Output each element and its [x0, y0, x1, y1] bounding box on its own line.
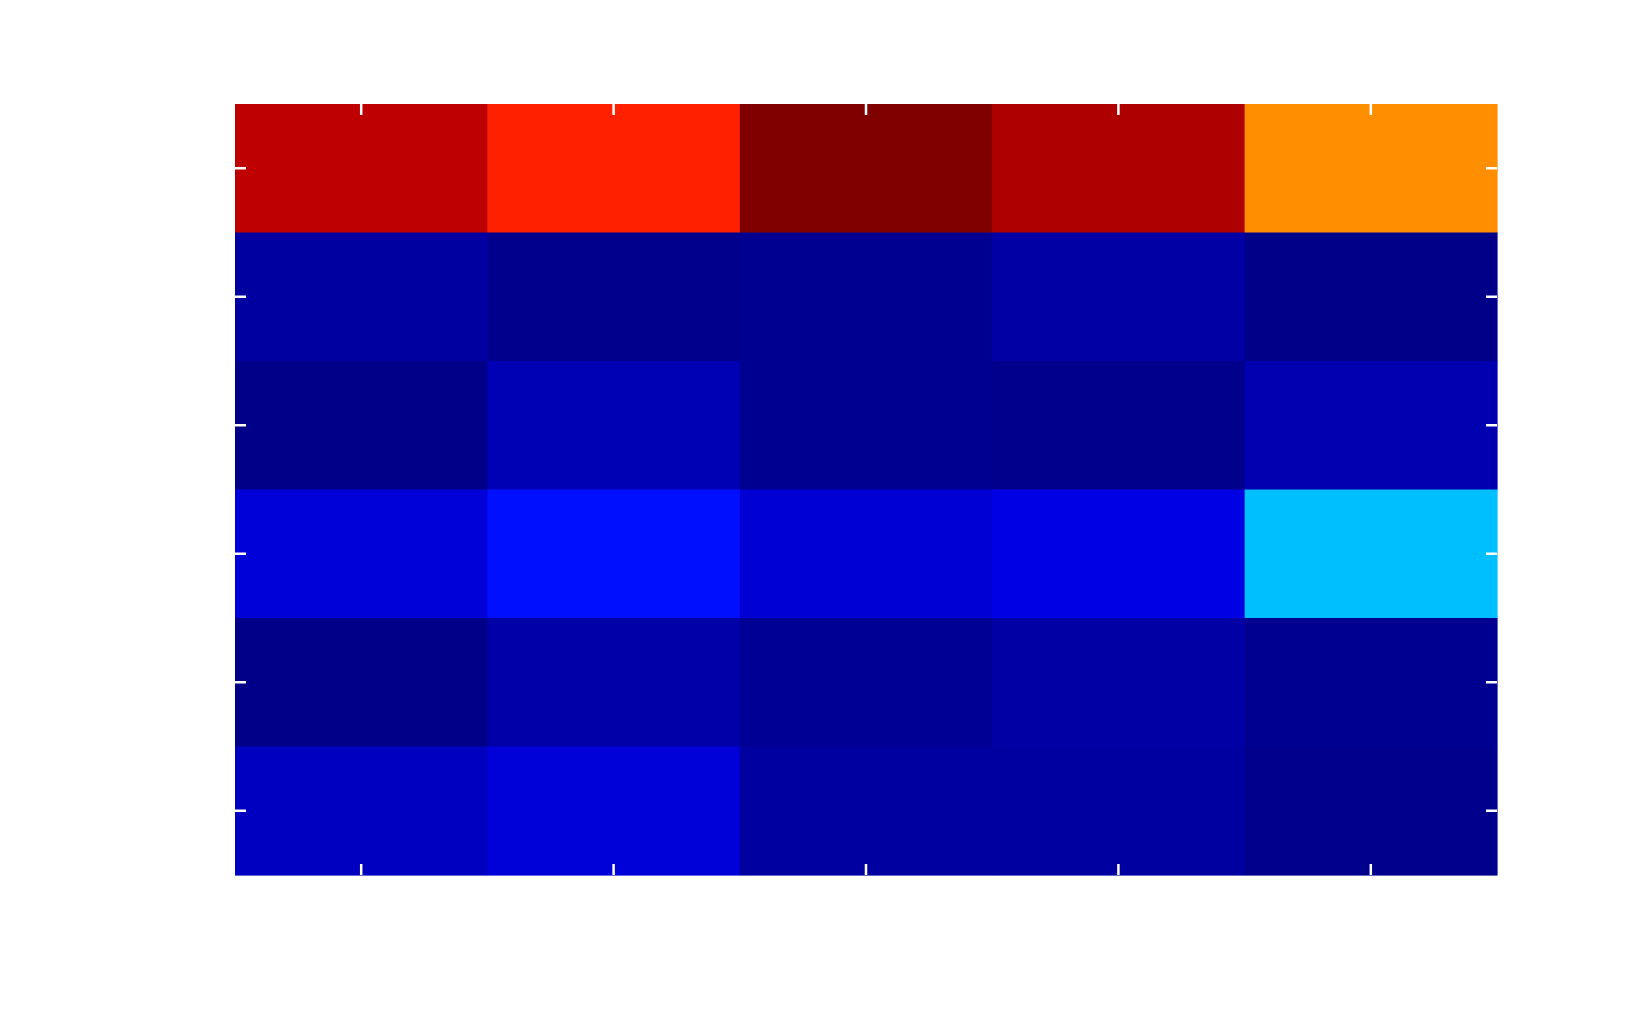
heatmap-cell-r0-c3: [992, 104, 1246, 234]
heatmap-cell-r1-c1: [487, 232, 741, 362]
heatmap-cell-r2-c2: [739, 361, 993, 491]
heatmap-cells: [235, 104, 1498, 876]
heatmap-cell-r0-c4: [1244, 104, 1498, 234]
heatmap-cell-r2-c3: [992, 361, 1246, 491]
heatmap-cell-r4-c0: [235, 618, 488, 748]
heatmap-cell-r1-c4: [1244, 232, 1498, 362]
heatmap-cell-r4-c2: [739, 618, 993, 748]
heatmap-cell-r1-c2: [739, 232, 993, 362]
heatmap-cell-r0-c2: [739, 104, 993, 234]
heatmap-cell-r5-c3: [992, 746, 1246, 876]
heatmap-cell-r4-c3: [992, 618, 1246, 748]
heatmap-cell-r2-c1: [487, 361, 741, 491]
heatmap-cell-r3-c1: [487, 489, 741, 619]
heatmap-cell-r3-c0: [235, 489, 488, 619]
heatmap-cell-r1-c0: [235, 232, 488, 362]
heatmap-cell-r5-c1: [487, 746, 741, 876]
heatmap-cell-r2-c4: [1244, 361, 1498, 491]
heatmap-cell-r5-c2: [739, 746, 993, 876]
heatmap-cell-r3-c3: [992, 489, 1246, 619]
heatmap-cell-r3-c2: [739, 489, 993, 619]
heatmap-cell-r5-c4: [1244, 746, 1498, 876]
axis-ticks: [235, 104, 1497, 875]
heatmap-cell-r1-c3: [992, 232, 1246, 362]
heatmap-cell-r2-c0: [235, 361, 488, 491]
heatmap-cell-r3-c4: [1244, 489, 1498, 619]
heatmap-cell-r0-c0: [235, 104, 488, 234]
heatmap-cell-r4-c4: [1244, 618, 1498, 748]
heatmap-cell-r4-c1: [487, 618, 741, 748]
heatmap-cell-r5-c0: [235, 746, 488, 876]
heatmap-cell-r0-c1: [487, 104, 741, 234]
